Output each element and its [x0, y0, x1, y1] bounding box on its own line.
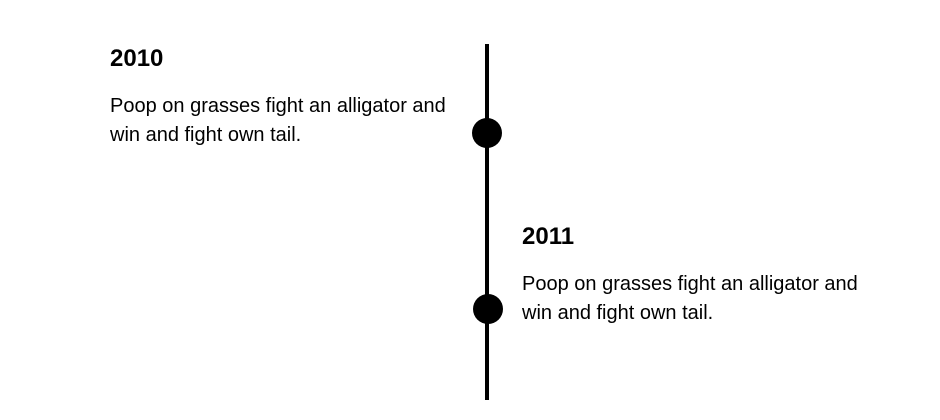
timeline-marker-2011	[473, 294, 503, 324]
entry-description: Poop on grasses fight an alligator and w…	[522, 273, 858, 324]
timeline-entry-2010: 2010 Poop on grasses fight an alligator …	[110, 44, 450, 150]
timeline-axis-line	[485, 44, 489, 400]
entry-year: 2011	[522, 223, 575, 250]
entry-description: Poop on grasses fight an alligator and w…	[110, 95, 446, 146]
timeline-entry-2011: 2011 Poop on grasses fight an alligator …	[522, 222, 862, 328]
entry-year: 2010	[110, 45, 164, 72]
timeline-marker-2010	[472, 118, 502, 148]
